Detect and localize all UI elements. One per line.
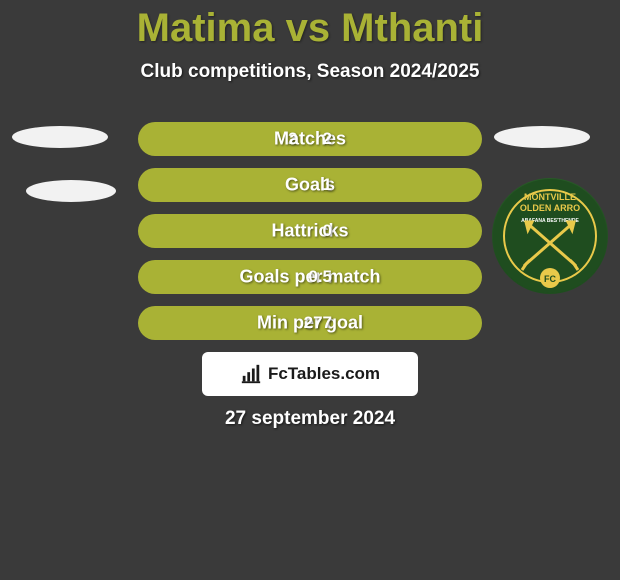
stat-bar: Goals per match 0.5 (138, 260, 482, 294)
stat-row-goals-per-match: Goals per match 0.5 (0, 256, 620, 302)
stat-bar: Min per goal 277 (138, 306, 482, 340)
stat-label: Hattricks (271, 221, 348, 242)
stat-value-right: 1 (323, 175, 332, 195)
date-text: 27 september 2024 (0, 408, 620, 430)
stat-row-min-per-goal: Min per goal 277 (0, 302, 620, 348)
stat-bar: Goals 1 (138, 168, 482, 202)
stat-value-right: 277 (304, 313, 332, 333)
stat-label: Matches (274, 129, 346, 150)
page-title: Matima vs Mthanti (0, 0, 620, 51)
stat-row-matches: 2 Matches 2 (0, 118, 620, 164)
stat-bar: 2 Matches 2 (138, 122, 482, 156)
subtitle: Club competitions, Season 2024/2025 (0, 61, 620, 83)
stat-value-right: 2 (323, 129, 332, 149)
stat-row-goals: Goals 1 (0, 164, 620, 210)
stat-value-right: 0.5 (308, 267, 332, 287)
stat-rows: 2 Matches 2 Goals 1 Hattricks 0 Goals pe… (0, 118, 620, 348)
stat-row-hattricks: Hattricks 0 (0, 210, 620, 256)
brand-text: FcTables.com (268, 364, 380, 384)
stat-bar: Hattricks 0 (138, 214, 482, 248)
stat-value-right: 0 (323, 221, 332, 241)
brand-box[interactable]: FcTables.com (202, 352, 418, 396)
chart-bar-icon (240, 363, 262, 385)
